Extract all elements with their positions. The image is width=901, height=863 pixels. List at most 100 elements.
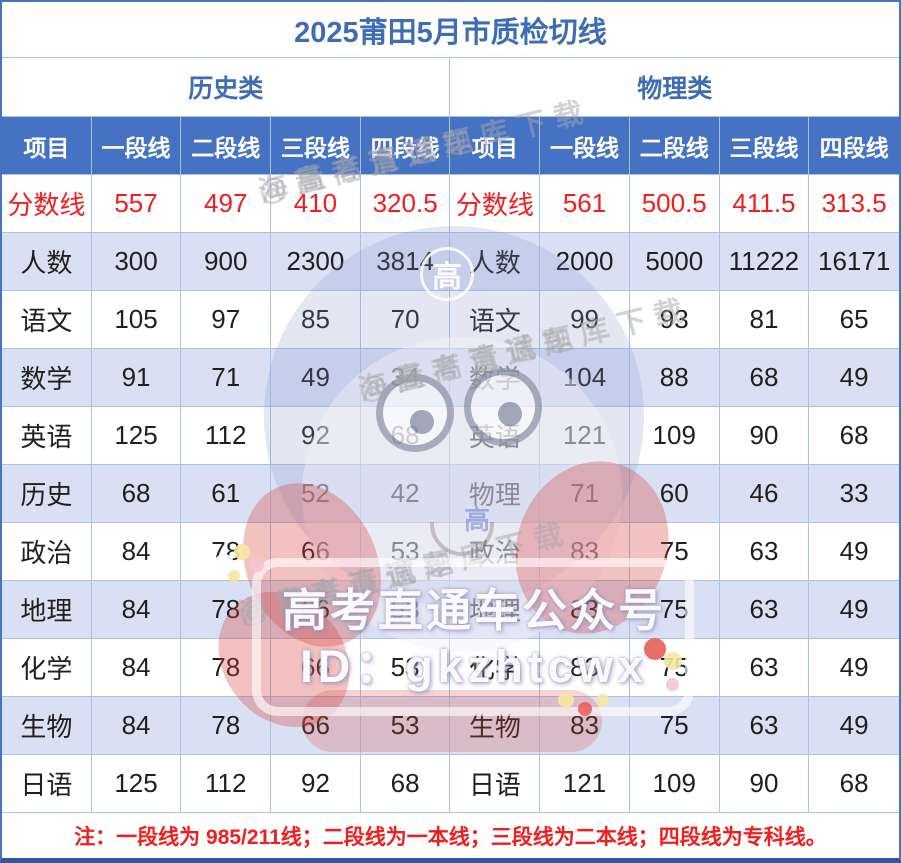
cell-value: 83 [540, 697, 630, 755]
cell-value: 75 [629, 639, 720, 697]
cell-value: 497 [181, 175, 272, 233]
cell-value: 84 [91, 639, 182, 697]
row-label: 地理 [450, 581, 541, 639]
row-label: 生物 [2, 697, 92, 755]
column-header: 项目 [450, 117, 541, 175]
cell-value: 104 [540, 349, 630, 407]
cell-value: 78 [181, 697, 272, 755]
row-label: 地理 [2, 581, 92, 639]
cell-value: 320.5 [360, 175, 451, 233]
cell-value: 63 [719, 523, 810, 581]
cell-value: 63 [719, 639, 810, 697]
cell-value: 121 [540, 755, 630, 813]
row-label: 化学 [2, 639, 92, 697]
cell-value: 66 [271, 581, 361, 639]
cell-value: 83 [540, 581, 630, 639]
cell-value: 61 [181, 465, 272, 523]
cell-value: 557 [91, 175, 182, 233]
row-label: 人数 [2, 233, 92, 291]
cell-value: 53 [360, 581, 451, 639]
cell-value: 68 [360, 755, 451, 813]
cell-value: 49 [809, 523, 899, 581]
column-header: 三段线 [271, 117, 361, 175]
cell-value: 84 [91, 523, 182, 581]
cell-value: 78 [181, 639, 272, 697]
cell-value: 16171 [809, 233, 899, 291]
cell-value: 500.5 [629, 175, 720, 233]
cell-value: 109 [629, 755, 720, 813]
cell-value: 313.5 [809, 175, 899, 233]
cell-value: 561 [540, 175, 630, 233]
cell-value: 99 [540, 291, 630, 349]
cell-value: 46 [719, 465, 810, 523]
cell-value: 2300 [271, 233, 361, 291]
cell-value: 84 [91, 581, 182, 639]
row-label: 政治 [2, 523, 92, 581]
cell-value: 112 [181, 407, 272, 465]
cell-value: 68 [91, 465, 182, 523]
row-label: 数学 [450, 349, 541, 407]
cell-value: 34 [360, 349, 451, 407]
footnote: 注：一段线为 985/211线；二段线为一本线；三段线为二本线；四段线为专科线。 [2, 813, 899, 858]
cell-value: 91 [91, 349, 182, 407]
row-label: 人数 [450, 233, 541, 291]
cell-value: 97 [181, 291, 272, 349]
row-label: 数学 [2, 349, 92, 407]
row-label: 生物 [450, 697, 541, 755]
cell-value: 84 [91, 697, 182, 755]
cell-value: 112 [181, 755, 272, 813]
cell-value: 70 [360, 291, 451, 349]
cell-value: 53 [360, 523, 451, 581]
cell-value: 90 [719, 407, 810, 465]
cell-value: 33 [809, 465, 899, 523]
column-header: 一段线 [91, 117, 182, 175]
column-header: 三段线 [719, 117, 810, 175]
cell-value: 109 [629, 407, 720, 465]
row-label: 英语 [2, 407, 92, 465]
cell-value: 90 [719, 755, 810, 813]
cell-value: 66 [271, 639, 361, 697]
row-label: 语文 [450, 291, 541, 349]
cell-value: 49 [809, 581, 899, 639]
cell-value: 66 [271, 697, 361, 755]
section-header-physics: 物理类 [450, 58, 899, 117]
cell-value: 3814 [360, 233, 451, 291]
cell-value: 93 [629, 291, 720, 349]
row-label: 历史 [2, 465, 92, 523]
cell-value: 75 [629, 581, 720, 639]
column-header: 二段线 [181, 117, 272, 175]
cell-value: 65 [809, 291, 899, 349]
cell-value: 81 [719, 291, 810, 349]
cell-value: 83 [540, 523, 630, 581]
column-header: 四段线 [809, 117, 899, 175]
column-header: 项目 [2, 117, 92, 175]
cell-value: 92 [271, 407, 361, 465]
cell-value: 92 [271, 755, 361, 813]
row-label: 语文 [2, 291, 92, 349]
cell-value: 78 [181, 523, 272, 581]
cell-value: 53 [360, 639, 451, 697]
cell-value: 52 [271, 465, 361, 523]
cell-value: 49 [809, 697, 899, 755]
column-header: 二段线 [629, 117, 720, 175]
page-title: 2025莆田5月市质检切线 [2, 2, 899, 58]
cell-value: 411.5 [719, 175, 810, 233]
cell-value: 75 [629, 523, 720, 581]
cell-value: 5000 [629, 233, 720, 291]
cell-value: 88 [629, 349, 720, 407]
cell-value: 63 [719, 581, 810, 639]
row-label: 日语 [450, 755, 541, 813]
cell-value: 121 [540, 407, 630, 465]
cell-value: 68 [719, 349, 810, 407]
row-label: 化学 [450, 639, 541, 697]
cell-value: 75 [629, 697, 720, 755]
cell-value: 83 [540, 639, 630, 697]
cell-value: 68 [809, 407, 899, 465]
cell-value: 11222 [719, 233, 810, 291]
row-label: 物理 [450, 465, 541, 523]
column-header: 四段线 [360, 117, 451, 175]
cell-value: 63 [719, 697, 810, 755]
cell-value: 60 [629, 465, 720, 523]
